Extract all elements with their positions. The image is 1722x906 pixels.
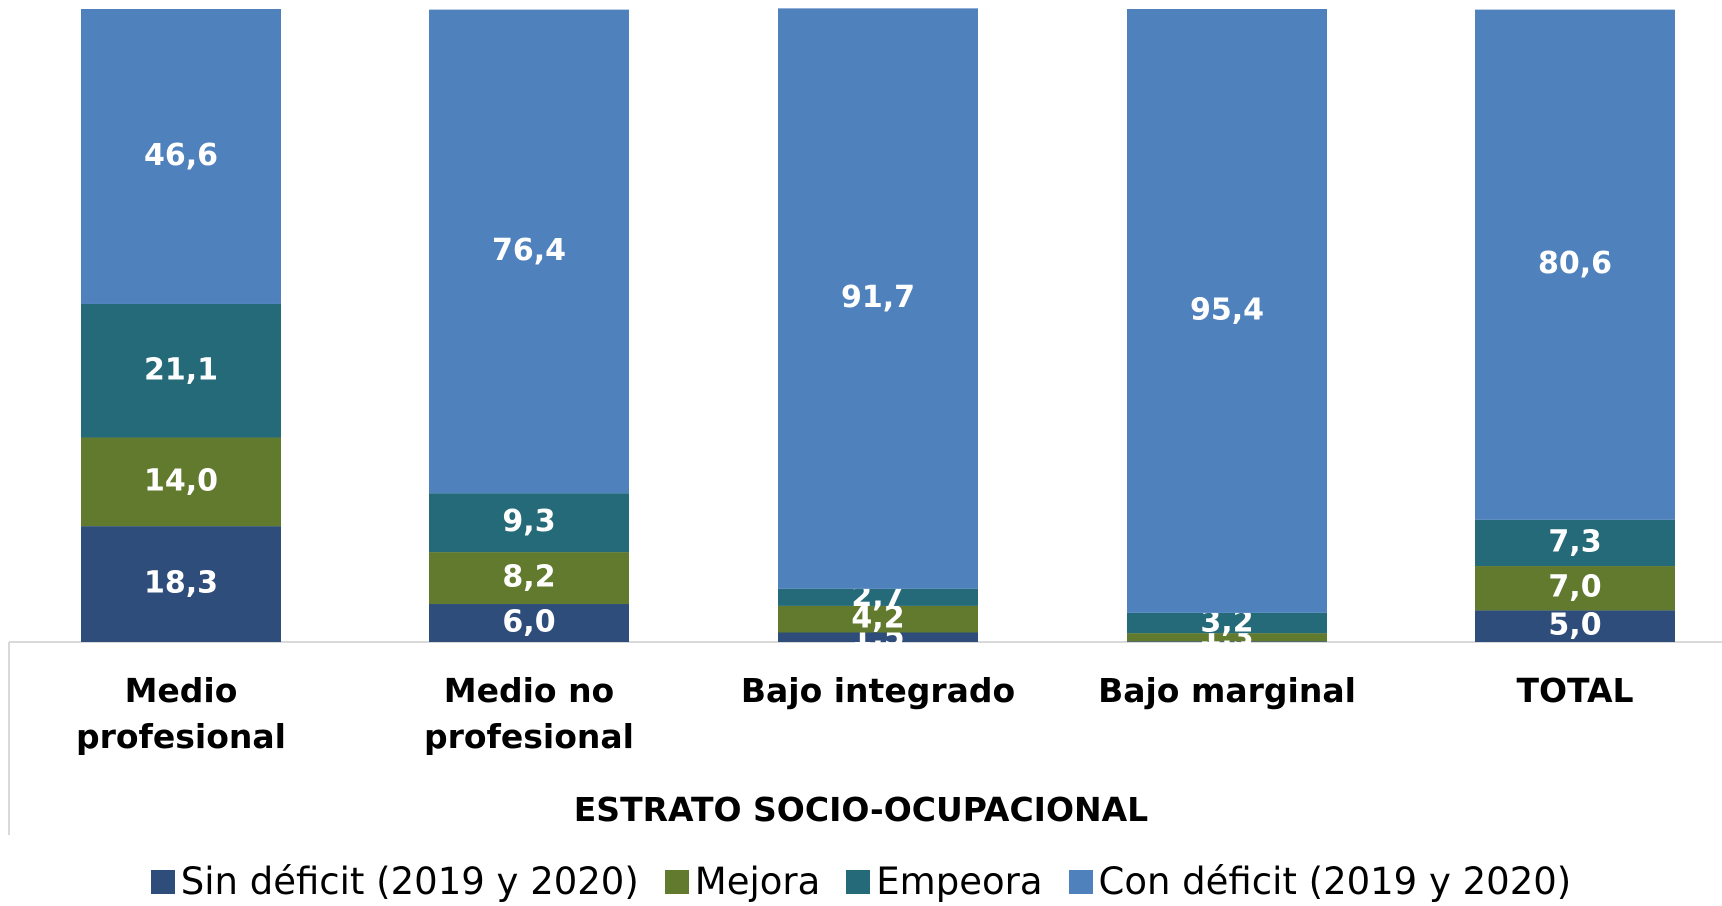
bar-segment [1127,612,1327,634]
legend-item: Mejora [664,860,821,904]
data-label: 91,7 [841,280,915,315]
bar-segment [1475,566,1675,611]
data-label: 14,0 [144,463,218,498]
bar-segment [429,9,629,494]
bar-segment [429,604,629,642]
legend: Sin déficit (2019 y 2020) Mejora Empeora Co… [0,860,1722,904]
bar-segment [778,8,978,589]
bar-segment [1475,9,1675,520]
legend-item: Con déficit (2019 y 2020) [1068,860,1572,904]
bar-segment [1475,610,1675,642]
data-label: 46,6 [144,138,218,173]
data-label: 9,3 [502,504,555,539]
legend-swatch [150,870,175,894]
bar-segment [1127,633,1327,642]
data-label: 76,4 [492,233,566,268]
x-tick-label: Medio no profesional [423,671,634,756]
legend-item: Sin déficit (2019 y 2020) [150,860,639,904]
bar-segment [1127,9,1327,613]
legend-swatch [664,870,689,894]
x-tick-label: Medio profesional [75,671,286,756]
bar-segment [81,437,281,527]
legend-label: Con déficit (2019 y 2020) [1098,860,1572,903]
data-label: 7,0 [1548,570,1601,605]
bar-segment [429,552,629,605]
x-axis-title: ESTRATO SOCIO-OCUPACIONAL [573,790,1149,829]
data-label: 18,3 [144,566,218,601]
data-label: 80,6 [1538,246,1612,281]
x-tick-label: TOTAL [1516,671,1634,710]
legend-swatch [846,870,871,894]
bar-segment [778,588,978,606]
bar-segment [1127,641,1327,642]
legend-label: Sin déficit (2019 y 2020) [180,860,639,903]
legend-swatch [1068,870,1093,894]
x-tick-label: Bajo integrado [740,671,1016,710]
x-tick-label: Bajo marginal [1098,671,1356,710]
bar-segment [778,632,978,642]
data-label: 6,0 [502,605,555,640]
data-label: 4,2 [851,601,904,636]
legend-item: Empeora [846,860,1043,904]
data-label: 8,2 [502,560,555,595]
legend-label: Mejora [694,860,821,903]
legend-label: Empeora [876,860,1043,903]
data-label: 5,0 [1548,608,1601,643]
bar-segment [81,9,281,304]
bar-segment [429,493,629,553]
bar-segment [81,526,281,642]
bar-segment [778,605,978,633]
bar-segment [1475,519,1675,567]
data-label: 95,4 [1190,292,1264,327]
data-label: 7,3 [1548,524,1601,559]
data-label: 21,1 [144,352,218,387]
bar-segment [81,303,281,438]
